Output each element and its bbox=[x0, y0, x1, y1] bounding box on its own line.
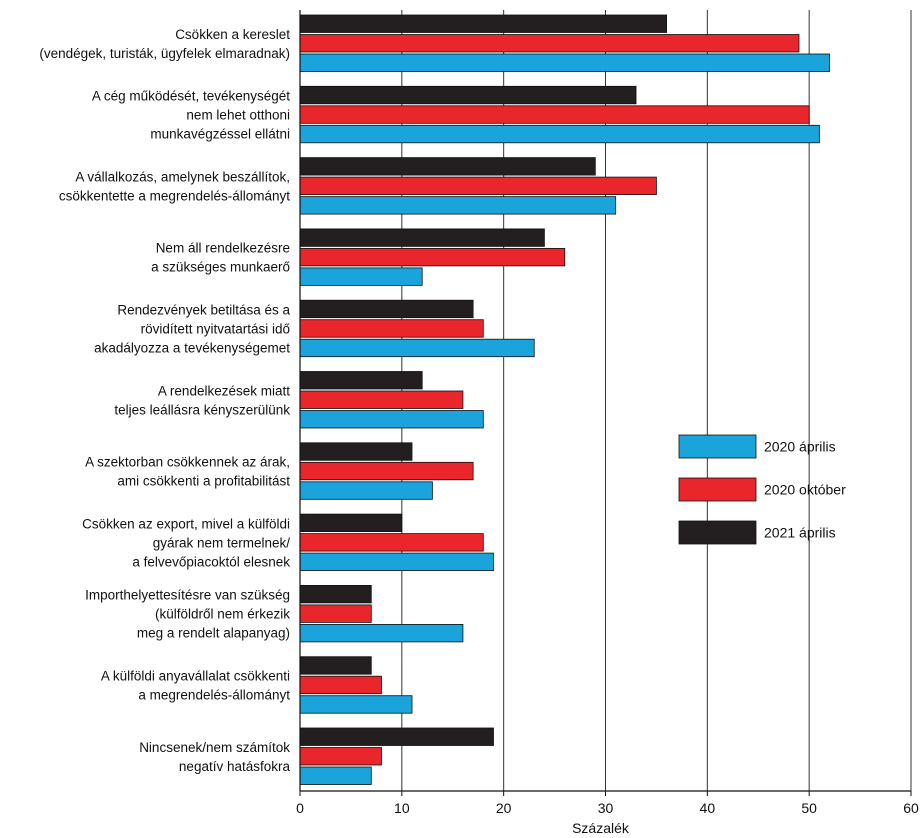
bar-2021-április-5 bbox=[299, 371, 423, 390]
category-label-line: Rendezvények betiltása és a bbox=[117, 302, 290, 317]
category-label-line: a megrendelés-állományt bbox=[138, 687, 290, 702]
bar-2021-április-10 bbox=[299, 727, 494, 746]
category-label-line: (vendégek, turisták, ügyfelek elmaradnak… bbox=[39, 46, 290, 61]
category-label-6: A szektorban csökkennek az árak, ami csök… bbox=[85, 455, 290, 489]
bar-2021-április-7 bbox=[299, 513, 403, 532]
bars bbox=[299, 14, 830, 785]
bar-2020-április-1 bbox=[299, 124, 820, 144]
category-label-line: csökkentette a megrendelés-állományt bbox=[59, 188, 290, 203]
x-tick-label-20: 20 bbox=[496, 800, 512, 816]
category-label-line: (külföldről nem érkezik bbox=[155, 607, 290, 622]
category-label-10: Nincsenek/nem számítok negatív hatásfokra bbox=[139, 740, 290, 774]
category-label-line: negatív hatásfokra bbox=[179, 759, 291, 774]
category-label-line: Csökken a kereslet bbox=[175, 27, 290, 42]
category-label-line: gyárak nem termelnek/ bbox=[153, 535, 291, 550]
category-label-3: Nem áll rendelkezésre a szükséges munkaer… bbox=[151, 241, 290, 275]
x-axis-title: Százalék bbox=[572, 820, 630, 836]
bar-2021-április-8 bbox=[299, 585, 372, 604]
x-tick-label-60: 60 bbox=[903, 800, 919, 816]
category-label-9: A külföldi anyavállalat csökkenti a megre… bbox=[101, 668, 290, 702]
bar-2020-október-6 bbox=[299, 461, 474, 481]
category-label-line: rövidített nyitvatartási idő bbox=[141, 321, 290, 336]
legend: 2020 április 2020 október 2021 április bbox=[678, 434, 846, 545]
category-label-5: A rendelkezések miatt teljes leállásra ké… bbox=[114, 383, 290, 417]
category-label-line: A cég működését, tevékenységét bbox=[92, 89, 290, 104]
category-label-line: A külföldi anyavállalat csökkenti bbox=[101, 668, 290, 683]
bar-2020-április-2 bbox=[299, 196, 617, 215]
legend-label-2020-október: 2020 október bbox=[764, 482, 846, 498]
bar-2020-április-7 bbox=[299, 552, 494, 571]
bar-2020-április-0 bbox=[299, 53, 830, 72]
bar-2021-április-2 bbox=[299, 157, 596, 176]
category-label-line: A vállalkozás, amelynek beszállítok, bbox=[75, 169, 290, 184]
category-label-line: A rendelkezések miatt bbox=[158, 383, 290, 398]
bar-2020-április-4 bbox=[299, 338, 535, 358]
legend-swatch-2020-október bbox=[678, 477, 757, 502]
legend-swatch-2020-április bbox=[678, 434, 757, 459]
bar-2021-április-6 bbox=[299, 442, 413, 461]
bar-2020-április-9 bbox=[299, 695, 413, 714]
bar-2021-április-4 bbox=[299, 299, 474, 319]
category-label-line: akadályozza a tevékenységemet bbox=[94, 340, 290, 355]
x-tick-label-0: 0 bbox=[296, 800, 304, 816]
bar-2020-október-2 bbox=[299, 176, 657, 196]
bar-2020-október-4 bbox=[299, 319, 484, 338]
category-label-line: Nincsenek/nem számítok bbox=[139, 740, 290, 755]
category-label-7: Csökken az export, mivel a külföldi gyára… bbox=[82, 516, 290, 569]
category-label-2: A vállalkozás, amelynek beszállítok, csök… bbox=[59, 169, 290, 203]
category-labels: Csökken a kereslet (vendégek, turisták, ü… bbox=[39, 27, 290, 774]
bar-2020-október-10 bbox=[299, 747, 382, 766]
bar-2021-április-0 bbox=[299, 14, 668, 33]
x-tick-label-10: 10 bbox=[394, 800, 410, 816]
x-tick-label-40: 40 bbox=[700, 800, 716, 816]
bar-2020-október-3 bbox=[299, 247, 566, 267]
category-label-line: teljes leállásra kényszerülünk bbox=[114, 402, 290, 417]
category-label-8: Importhelyettesítésre van szükség (külföl… bbox=[85, 588, 290, 641]
bar-2020-október-5 bbox=[299, 390, 464, 409]
bar-2020-április-5 bbox=[299, 410, 484, 429]
x-tick-label-50: 50 bbox=[801, 800, 817, 816]
category-label-line: meg a rendelt alapanyag) bbox=[137, 626, 290, 641]
bar-2020-október-9 bbox=[299, 675, 382, 695]
category-label-line: A szektorban csökkennek az árak, bbox=[85, 455, 290, 470]
legend-label-2020-április: 2020 április bbox=[764, 439, 836, 455]
category-label-line: a szükséges munkaerő bbox=[151, 260, 290, 275]
category-label-4: Rendezvények betiltása és a rövidített ny… bbox=[94, 302, 290, 355]
bar-2020-október-0 bbox=[299, 34, 800, 53]
category-label-line: a felvevőpiacoktól elesnek bbox=[132, 554, 290, 569]
bar-2020-április-10 bbox=[299, 766, 372, 785]
category-label-0: Csökken a kereslet (vendégek, turisták, ü… bbox=[39, 27, 290, 61]
bar-2020-október-7 bbox=[299, 533, 484, 552]
category-label-line: ami csökkenti a profitabilitást bbox=[117, 474, 290, 489]
bar-2020-október-8 bbox=[299, 604, 372, 623]
legend-swatch-2021-április bbox=[678, 520, 757, 545]
category-label-line: Nem áll rendelkezésre bbox=[156, 241, 290, 256]
bar-2020-április-6 bbox=[299, 481, 433, 500]
bar-2020-április-3 bbox=[299, 267, 423, 286]
bar-2020-október-1 bbox=[299, 105, 810, 124]
x-tick-label-30: 30 bbox=[598, 800, 614, 816]
bar-2021-április-3 bbox=[299, 228, 545, 247]
category-label-line: Csökken az export, mivel a külföldi bbox=[82, 516, 290, 531]
category-label-line: munkavégzéssel ellátni bbox=[150, 127, 290, 142]
category-label-line: Importhelyettesítésre van szükség bbox=[85, 588, 290, 603]
bar-2020-április-8 bbox=[299, 624, 464, 643]
x-axis-ticks: 0 10 20 30 40 50 60 bbox=[296, 791, 919, 816]
category-label-line: nem lehet otthoni bbox=[186, 108, 290, 123]
bar-2021-április-1 bbox=[299, 85, 637, 105]
bar-2021-április-9 bbox=[299, 656, 372, 675]
category-label-1: A cég működését, tevékenységét nem lehet … bbox=[92, 89, 290, 142]
legend-label-2021-április: 2021 április bbox=[764, 525, 836, 541]
